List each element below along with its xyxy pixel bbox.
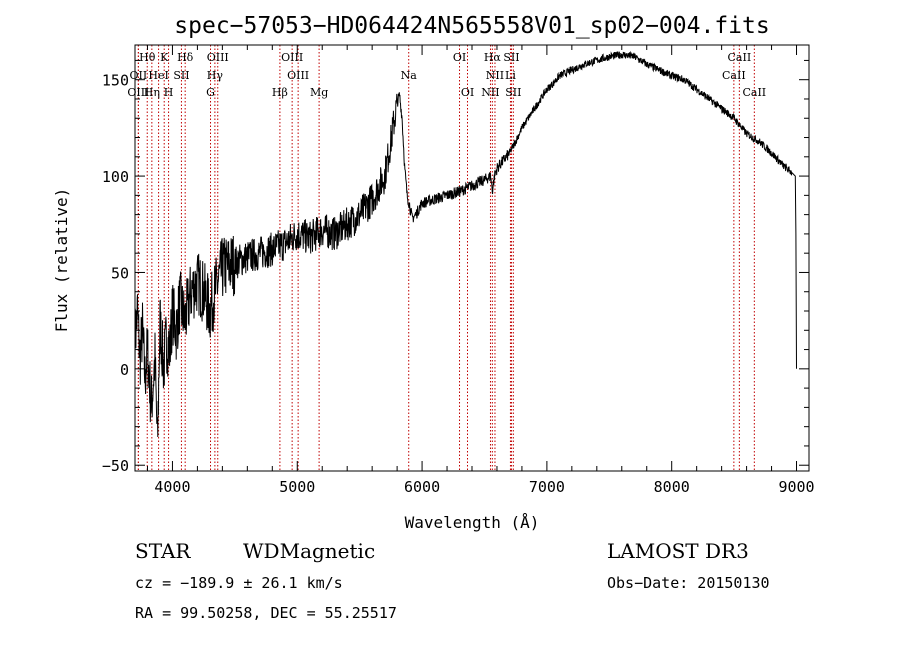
line-label-24: OI: [461, 86, 474, 99]
line-label-17: CaII: [722, 69, 746, 82]
line-label-13: OIII: [287, 69, 309, 82]
object-class: STAR: [135, 539, 191, 563]
x-tick-label-5000: 5000: [279, 478, 315, 496]
x-tick-label-6000: 6000: [404, 478, 440, 496]
x-tick-label-7000: 7000: [529, 478, 565, 496]
line-label-7: SII: [503, 51, 519, 64]
x-tick-label-8000: 8000: [654, 478, 690, 496]
y-tick-label-1: 0: [120, 361, 129, 379]
x-axis-ticks: 4000 5000 6000 7000 8000 9000: [146, 45, 815, 496]
y-tick-label-0: −50: [102, 457, 129, 475]
line-label-26: SII: [505, 86, 521, 99]
line-label-23: Mg: [310, 86, 328, 99]
line-label-12: Hγ: [207, 69, 224, 82]
line-label-20: H: [164, 86, 174, 99]
line-label-0: Hθ: [139, 51, 156, 64]
line-label-21: G: [206, 86, 215, 99]
y-tick-label-2: 50: [111, 264, 129, 282]
line-label-8: CaII: [728, 51, 752, 64]
line-label-1: K: [160, 51, 169, 64]
y-axis-ticks: −50 0 50 100 150: [102, 59, 809, 475]
observation-date: Obs−Date: 20150130: [607, 574, 770, 592]
x-tick-label-9000: 9000: [778, 478, 814, 496]
line-label-6: Hα: [484, 51, 502, 64]
survey-name: LAMOST DR3: [607, 539, 749, 563]
chart-title: spec−57053−HD064424N565558V01_sp02−004.f…: [174, 13, 769, 39]
y-axis-label: Flux (relative): [52, 188, 71, 333]
line-label-19: Hη: [144, 86, 160, 99]
line-label-22: Hβ: [272, 86, 288, 99]
line-label-11: SII: [173, 69, 189, 82]
line-label-9: OII: [130, 69, 148, 82]
line-label-16: Li: [505, 69, 516, 82]
ra-dec-coordinates: RA = 99.50258, DEC = 55.25517: [135, 604, 397, 622]
object-subclass: WDMagnetic: [243, 539, 376, 563]
x-axis-label: Wavelength (Å): [405, 513, 540, 532]
line-label-27: CaII: [742, 86, 766, 99]
y-tick-label-4: 150: [102, 72, 129, 90]
line-label-25: NII: [481, 86, 499, 99]
x-tick-label-4000: 4000: [154, 478, 190, 496]
y-tick-label-3: 100: [102, 168, 129, 186]
line-label-2: Hδ: [177, 51, 194, 64]
spectral-line-markers: [137, 45, 755, 471]
line-label-14: Na: [401, 69, 418, 82]
line-label-5: OI: [453, 51, 466, 64]
redshift-velocity: cz = −189.9 ± 26.1 km/s: [135, 574, 343, 592]
line-label-3: OIII: [207, 51, 229, 64]
spectrum-line: [134, 50, 797, 438]
line-label-4: OIII: [281, 51, 303, 64]
line-label-15: NII: [486, 69, 504, 82]
line-label-10: HeI: [148, 69, 168, 82]
line-label-18: OIII: [127, 86, 149, 99]
